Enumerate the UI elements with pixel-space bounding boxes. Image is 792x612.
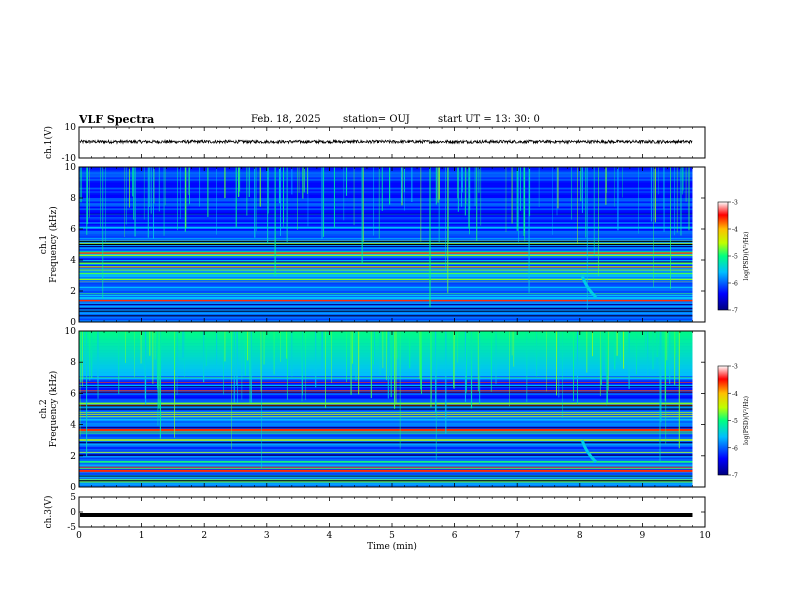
colorbar-tick-label: -5 [732, 254, 738, 261]
y-tick-label: 2 [70, 287, 76, 297]
x-tick-label: 4 [327, 531, 333, 541]
y-tick-label: 6 [70, 225, 76, 235]
colorbar-tick-label: -3 [732, 200, 738, 207]
y-tick-label: 4 [70, 421, 76, 431]
y-tick-label: 5 [70, 493, 76, 503]
x-axis-label: Time (min) [367, 541, 417, 552]
ch1-spectrogram-colorbar [717, 201, 729, 311]
x-tick-label: 1 [139, 531, 145, 541]
y-tick-label: -10 [62, 154, 77, 164]
ch1-spectrogram [78, 167, 705, 323]
y-tick-label: 10 [65, 123, 77, 133]
y-tick-label: 6 [70, 389, 76, 399]
x-tick-label: 5 [389, 531, 395, 541]
colorbar-tick-label: -5 [732, 418, 738, 425]
ch3-ylabel: ch.3(V) [43, 496, 54, 529]
station-label: station= OUJ [343, 114, 410, 125]
y-tick-label: 0 [70, 318, 76, 328]
ch1-waveform [79, 138, 693, 145]
start-time-label: start UT = 13: 30: 0 [438, 114, 540, 125]
ch2-spectrogram-ylabel: ch.2 [39, 399, 49, 418]
colorbar-tick-label: -6 [732, 281, 738, 288]
y-tick-label: 2 [70, 452, 76, 462]
x-tick-label: 8 [577, 531, 583, 541]
x-tick-label: 6 [452, 531, 458, 541]
y-tick-label: 10 [65, 327, 77, 337]
x-tick-label: 10 [699, 531, 711, 541]
y-tick-label: -5 [67, 523, 76, 533]
y-tick-label: 8 [70, 194, 76, 204]
y-tick-label: 0 [70, 508, 76, 518]
ch1-ylabel: ch.1(V) [43, 126, 54, 159]
ch1-spectrogram-ylabel: Frequency (kHz) [48, 206, 59, 283]
ch2-spectrogram [79, 331, 705, 488]
ch2-spectrogram-ylabel: Frequency (kHz) [48, 371, 59, 448]
x-tick-label: 2 [201, 531, 207, 541]
date-label: Feb. 18, 2025 [251, 114, 321, 125]
ch2-spectrogram-colorbar [717, 365, 729, 476]
y-tick-label: 0 [70, 483, 76, 493]
colorbar-tick-label: -3 [732, 364, 738, 371]
colorbar-tick-label: -7 [732, 473, 738, 480]
x-tick-label: 3 [264, 531, 270, 541]
colorbar-tick-label: -4 [732, 227, 738, 234]
colorbar-tick-label: -4 [732, 391, 738, 398]
ch1-spectrogram-ylabel: ch.1 [39, 235, 49, 254]
colorbar-label: log(PSD)(V²/Hz) [743, 396, 750, 445]
x-tick-label: 0 [76, 531, 82, 541]
colorbar-label: log(PSD)(V²/Hz) [743, 232, 750, 281]
x-tick-label: 7 [514, 531, 520, 541]
y-tick-label: 8 [70, 358, 76, 368]
y-tick-label: 4 [70, 256, 76, 266]
panel-frame [78, 496, 706, 528]
x-tick-label: 9 [640, 531, 646, 541]
colorbar-tick-label: -6 [732, 445, 738, 452]
colorbar-tick-label: -7 [732, 308, 738, 315]
plot-title: VLF Spectra [79, 113, 155, 126]
y-tick-label: 10 [65, 163, 77, 173]
